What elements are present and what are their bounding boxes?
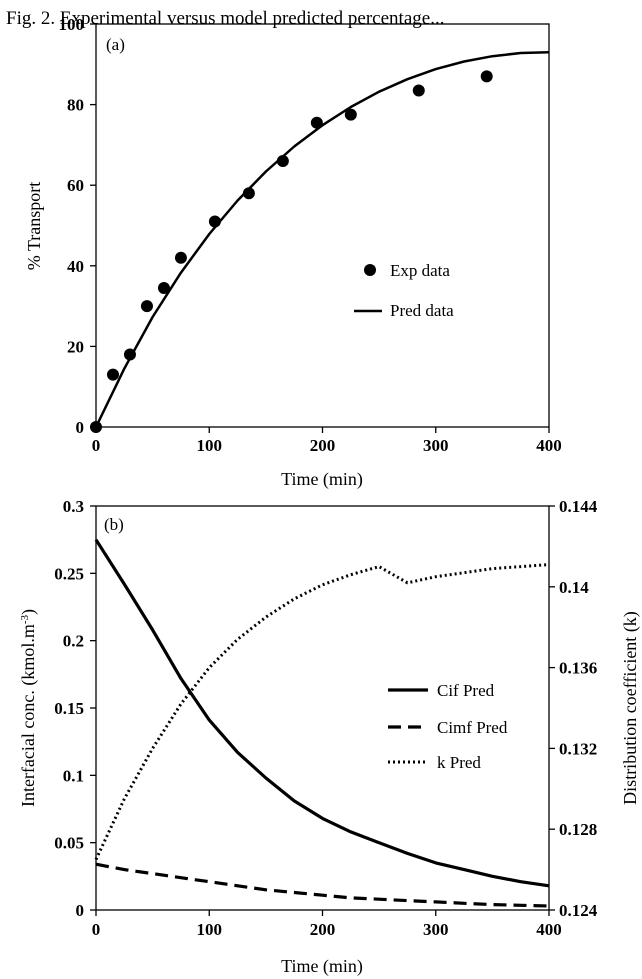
panel-b-y-tick-label: 0.2 [63, 632, 84, 651]
panel-b-y2-tick-label: 0.128 [559, 820, 597, 839]
legend-cif-pred-label: Cif Pred [437, 681, 495, 700]
panel-b-plot-frame [95, 505, 550, 911]
exp-data-point [140, 300, 153, 313]
panel-b-legend: Cif Pred Cimf Pred k Pred [388, 681, 508, 772]
exp-data-point [123, 348, 136, 361]
exp-data-point [174, 251, 187, 264]
panel-b-y2-tick-label: 0.132 [559, 739, 597, 758]
panel-b-x-tick-label: 400 [536, 920, 562, 939]
panel-b-y-tick-label: 0.1 [63, 766, 84, 785]
panel-a-y-tick-label: 20 [67, 337, 84, 356]
panel-b-y2-axis-label: Distribution coefficient (k) [620, 611, 641, 805]
panel-b-y-tick-label: 0 [76, 901, 85, 920]
legend-cimf-pred-label: Cimf Pred [437, 718, 508, 737]
exp-data-point [242, 187, 255, 200]
panel-b-y-axis-label-close: ) [18, 609, 39, 615]
panel-a-marks: 0 100 200 300 400 0 20 40 60 80 100 [59, 15, 562, 455]
exp-data-point [90, 421, 102, 433]
exp-data-point [276, 155, 289, 168]
panel-b-y2-tick-label: 0.144 [559, 497, 598, 516]
panel-a-x-tick-label: 300 [423, 436, 449, 455]
panel-a-x-tick-label: 0 [92, 436, 101, 455]
panel-b-x-tick-label: 300 [423, 920, 449, 939]
panel-b-y-tick-label: 0.25 [54, 564, 84, 583]
exp-data-point [480, 70, 493, 83]
panel-a-x-tick-label: 400 [536, 436, 562, 455]
panel-b-y2-tick-label: 0.136 [559, 659, 597, 678]
panel-b: (b) Time (min) Interfacial conc. (kmol.m… [18, 497, 641, 977]
panel-a-label: (a) [106, 35, 125, 54]
panel-b-y2-tick-label: 0.124 [559, 901, 598, 920]
panel-b-y-tick-label: 0.05 [54, 834, 84, 853]
panel-b-x-axis-label: Time (min) [281, 956, 363, 977]
exp-data-point [106, 368, 119, 381]
legend-pred-data-label: Pred data [390, 301, 454, 320]
panel-a-x-tick-label: 200 [310, 436, 336, 455]
panel-a-y-tick-label: 60 [67, 176, 84, 195]
panel-b-y-axis-label-superscript: -3 [19, 614, 31, 624]
panel-b-y-axis-label-main: Interfacial conc. (kmol.m [18, 624, 39, 807]
k-pred-line [94, 563, 550, 861]
panel-a-x-tick-label: 100 [197, 436, 223, 455]
pred-data-line [94, 50, 550, 428]
exp-data-point [208, 215, 221, 228]
panel-b-x-tick-label: 100 [197, 920, 223, 939]
panel-a: (a) Time (min) % Transport Exp data Pred… [24, 15, 562, 490]
panel-a-y-tick-label: 80 [67, 96, 84, 115]
exp-data-point [157, 281, 170, 294]
panel-b-y-axis-label: Interfacial conc. (kmol.m-3) [18, 609, 39, 807]
cimf-pred-line [95, 862, 550, 908]
panel-a-plot-frame [95, 23, 550, 428]
cif-pred-line [94, 538, 550, 888]
panel-a-y-tick-label: 100 [59, 15, 85, 34]
panel-a-y-tick-label: 40 [67, 257, 84, 276]
panel-a-x-axis-label: Time (min) [281, 469, 363, 490]
panel-b-label: (b) [104, 515, 124, 534]
panel-b-x-tick-label: 200 [310, 920, 336, 939]
panel-b-y2-tick-label: 0.14 [559, 578, 589, 597]
panel-b-y-tick-label: 0.15 [54, 699, 84, 718]
exp-data-point [344, 108, 357, 121]
panel-a-y-tick-label: 0 [76, 418, 85, 437]
panel-b-marks: 0 100 200 300 400 0 0.05 0.1 0.15 0.2 0.25 0.3 0.124… [54, 497, 598, 939]
legend-exp-data-label: Exp data [390, 261, 450, 280]
panel-a-y-axis-label: % Transport [24, 182, 44, 271]
panel-b-x-tick-label: 0 [92, 920, 101, 939]
legend-k-pred-label: k Pred [437, 753, 481, 772]
exp-data-point [310, 116, 323, 129]
exp-data-point [412, 84, 425, 97]
panel-a-legend: Exp data Pred data [354, 261, 454, 320]
panel-b-y-tick-label: 0.3 [63, 497, 84, 516]
legend-exp-data-marker [364, 264, 376, 276]
